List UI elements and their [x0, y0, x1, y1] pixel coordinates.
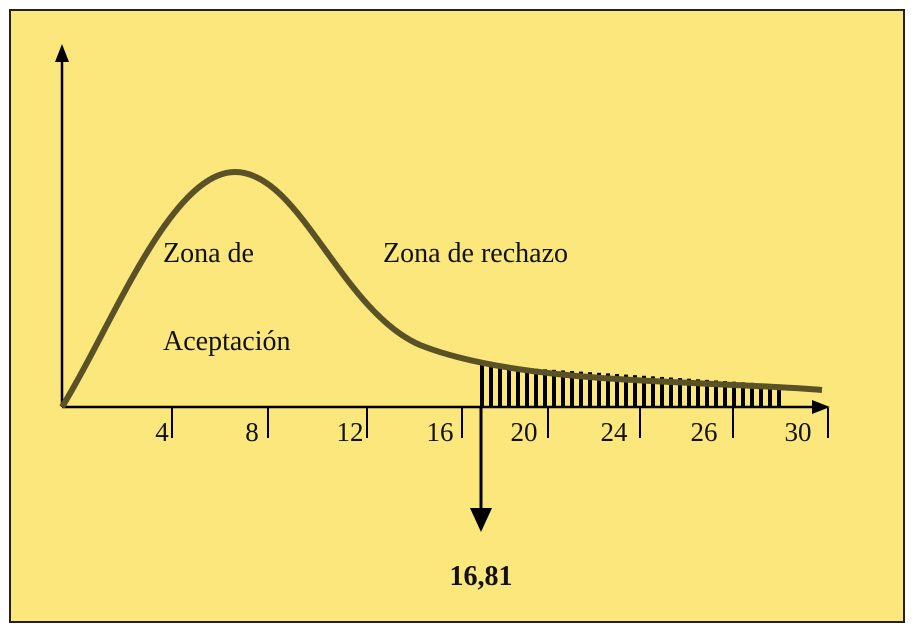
tick-label: 20	[511, 417, 538, 447]
acceptance-label: Zona de	[163, 238, 254, 269]
acceptance-label: Aceptación	[163, 326, 291, 357]
tick-label: 24	[601, 417, 629, 447]
tick-label: 4	[155, 417, 169, 447]
y-axis-arrow	[55, 44, 69, 62]
rejection-label: Zona de rechazo	[383, 238, 568, 269]
distribution-curve	[59, 168, 823, 409]
x-ticks: 4 8 12 16 20 24 26 30	[155, 408, 829, 447]
tick-label: 12	[337, 417, 364, 447]
tick-label: 8	[245, 417, 259, 447]
critical-arrow-head	[470, 508, 492, 532]
background	[9, 9, 905, 623]
x-axis-arrow	[812, 400, 830, 414]
tick-label: 26	[691, 417, 718, 447]
tick-label: 16	[427, 417, 454, 447]
critical-value: 16,81	[450, 561, 513, 592]
tick-label: 30	[785, 417, 812, 447]
